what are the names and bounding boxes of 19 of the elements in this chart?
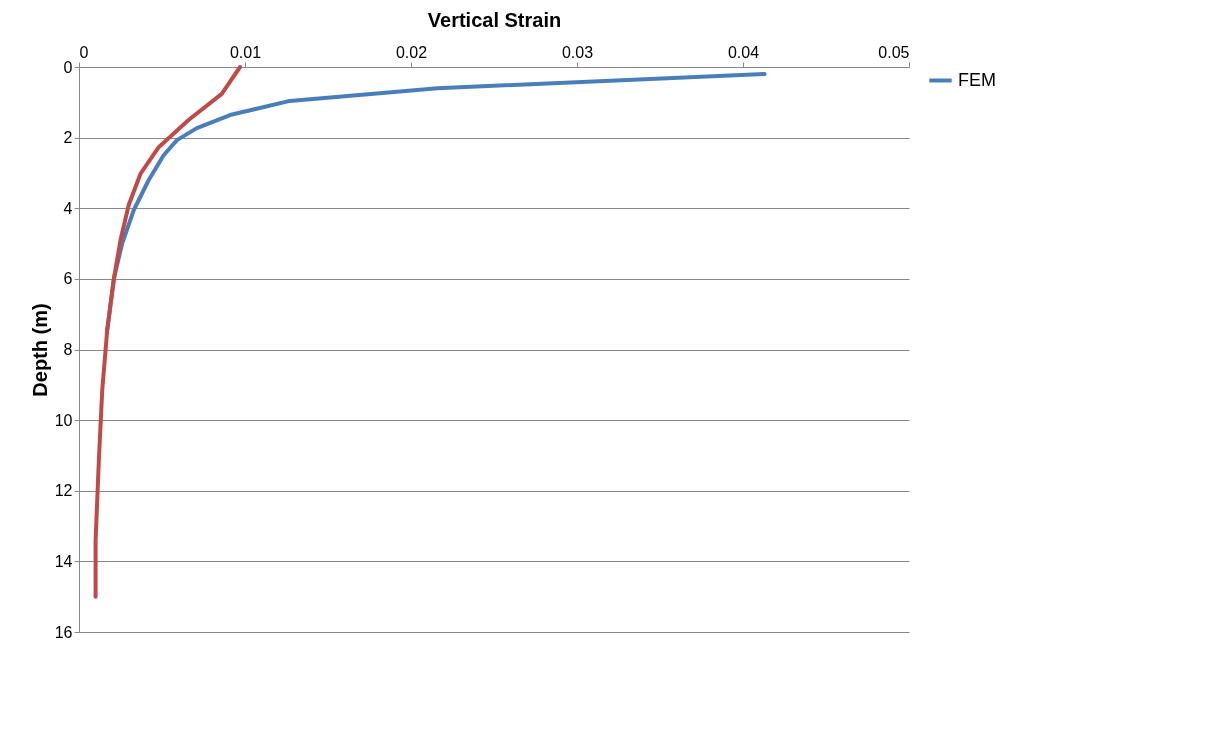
- x-tick-label: 0.01: [229, 43, 262, 61]
- x-tick-label: 0.05: [878, 43, 910, 61]
- x-tick-label: 0.02: [395, 43, 428, 61]
- x-tick-label: 0: [79, 43, 89, 61]
- y-tick-label: 16: [54, 623, 73, 641]
- line-series: [93, 65, 243, 599]
- y-tick-label: 10: [54, 411, 73, 429]
- y-tick-label: 4: [63, 199, 73, 217]
- y-tick-label: 2: [63, 129, 73, 147]
- y-axis-title: Depth (m): [28, 303, 51, 397]
- y-tick-label: 0: [63, 58, 73, 76]
- x-tick-label: 0.03: [561, 43, 594, 61]
- x-tick-label: 0.04: [727, 43, 760, 61]
- legend-label: FEM: [958, 69, 996, 90]
- y-tick-label: 8: [63, 341, 73, 358]
- chart-title: Vertical Strain: [427, 8, 562, 31]
- y-tick-label: 14: [54, 552, 73, 570]
- y-tick-label: 12: [54, 482, 73, 500]
- y-tick-label: 6: [63, 270, 73, 288]
